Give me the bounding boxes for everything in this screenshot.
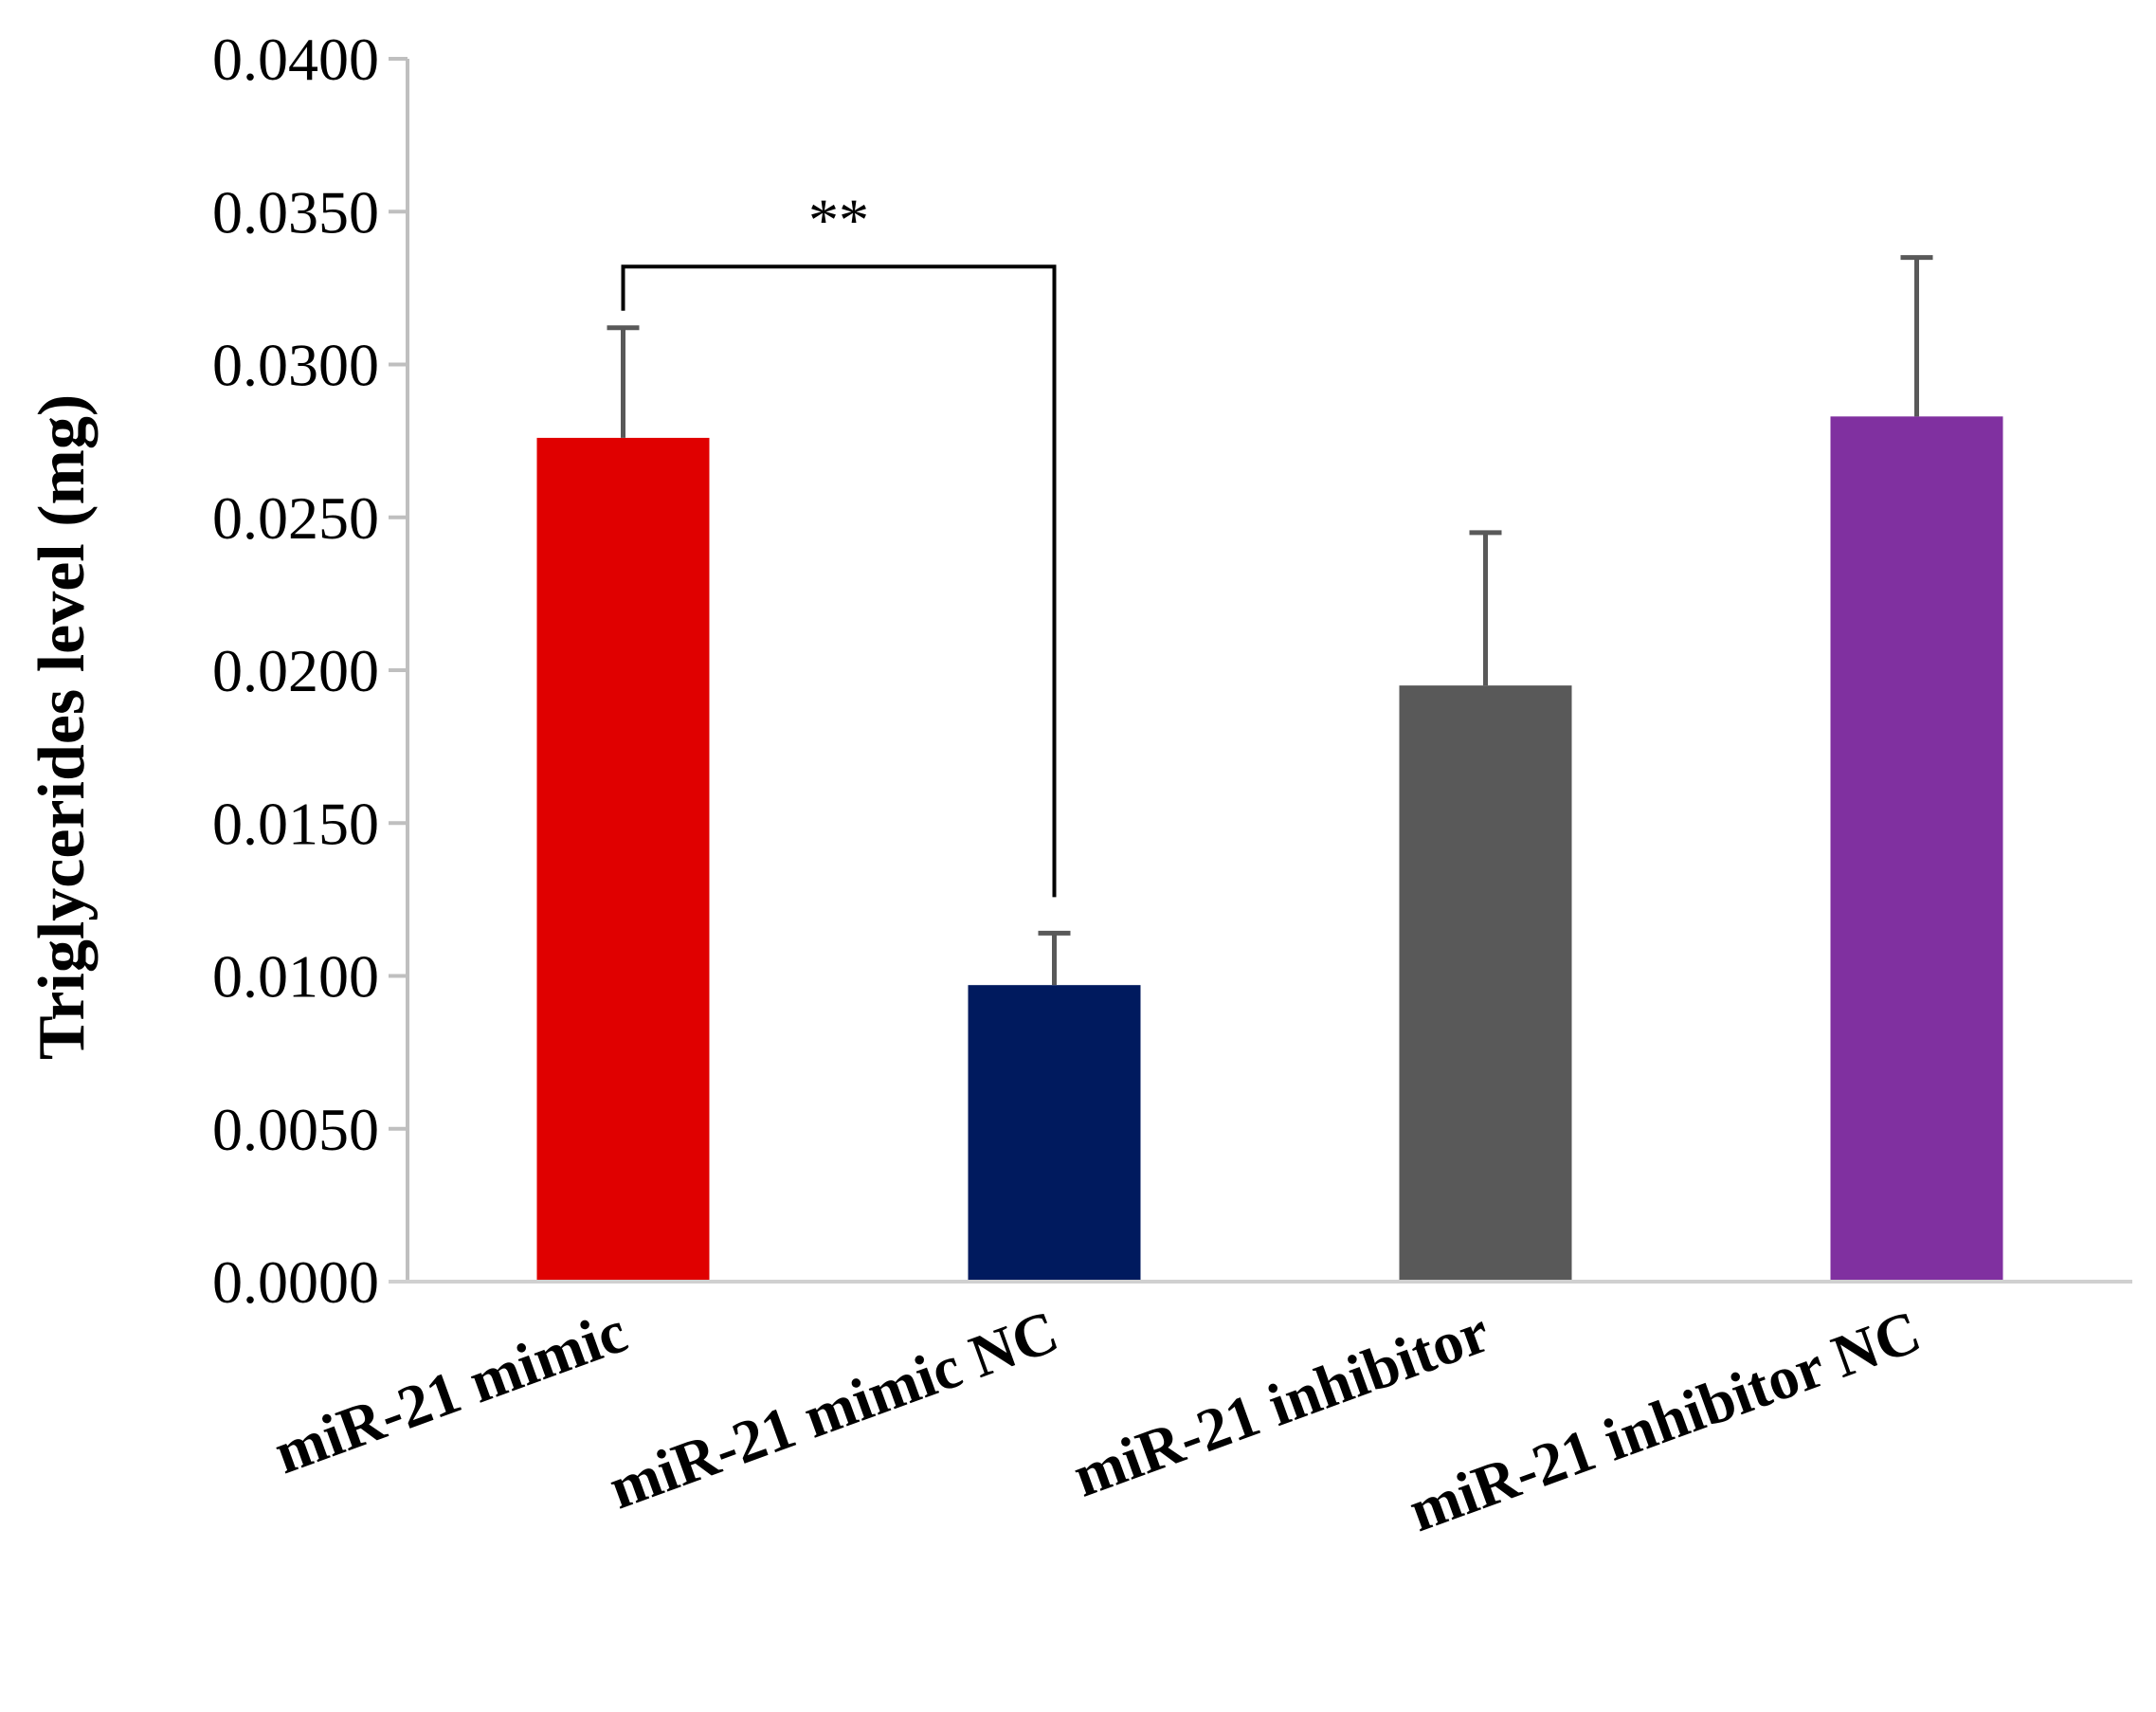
significance-bracket-group: ** [621, 186, 1057, 898]
y-tick-label: 0.0350 [212, 178, 379, 246]
y-tick-label: 0.0300 [212, 332, 379, 399]
bar [1830, 416, 2003, 1282]
y-tick-label: 0.0200 [212, 637, 379, 704]
significance-label: ** [808, 186, 869, 253]
y-axis-title-group: Triglycerides level (mg) [26, 394, 99, 1060]
bars [536, 416, 2003, 1282]
y-tick-label: 0.0150 [212, 790, 379, 857]
x-category-label: miR-21 mimic [265, 1297, 635, 1486]
significance-bracket [621, 264, 1057, 898]
y-axis-ticks: 0.0000 0.0050 0.0100 0.0150 0.0200 0.0250 0.03… [212, 26, 408, 1316]
bar [1399, 685, 1572, 1282]
y-axis-title: Triglycerides level (mg) [26, 394, 99, 1060]
bar [968, 985, 1141, 1282]
y-tick-label: 0.0000 [212, 1248, 379, 1316]
bar [536, 437, 710, 1282]
error-bars [607, 255, 1933, 986]
y-tick-label: 0.0400 [212, 26, 379, 93]
y-tick-label: 0.0100 [212, 943, 379, 1011]
y-tick-label: 0.0050 [212, 1096, 379, 1163]
axes [389, 59, 2132, 1284]
y-tick-label: 0.0250 [212, 484, 379, 552]
x-category-label: miR-21 mimic NC [600, 1297, 1066, 1521]
